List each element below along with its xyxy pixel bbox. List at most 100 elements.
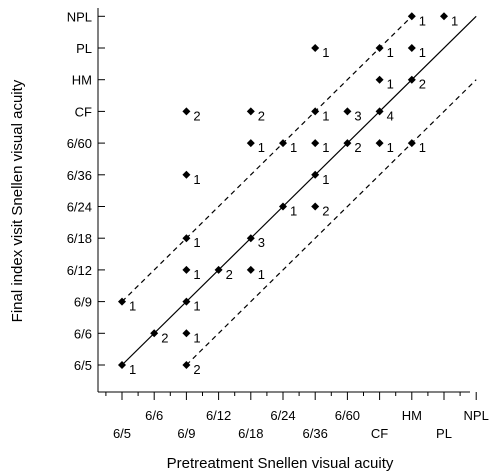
point-count-label: 1 (258, 140, 265, 155)
diamond-marker (407, 139, 416, 148)
point-count-label: 1 (419, 45, 426, 60)
axes (97, 8, 470, 393)
data-point: 2 (182, 361, 201, 377)
data-point: 1 (182, 234, 201, 250)
x-tick-label: 6/60 (335, 408, 360, 423)
x-tick-label: 6/24 (270, 408, 295, 423)
data-point: 2 (343, 139, 362, 155)
dashed-band-line (121, 15, 413, 303)
data-point: 3 (246, 234, 265, 250)
data-point: 2 (214, 265, 233, 282)
y-tick-label: 6/36 (67, 168, 92, 183)
diamond-marker (343, 139, 352, 148)
diamond-marker (440, 12, 448, 21)
data-point: 1 (279, 139, 297, 155)
diamond-marker (214, 265, 223, 274)
data-point: 1 (407, 44, 426, 60)
point-count-label: 2 (161, 330, 168, 345)
data-point: 2 (246, 107, 265, 123)
y-axis-ticks: 6/5 6/6 6/9 6/12 6/18 6/24 6/36 6/60 CF HM PL NPL (67, 9, 105, 373)
diamond-marker (279, 139, 287, 148)
diamond-marker (182, 234, 191, 243)
data-point: 1 (440, 12, 458, 28)
point-count-label: 1 (193, 235, 200, 250)
y-tick-label: 6/6 (74, 326, 92, 341)
data-point: 1 (407, 139, 426, 155)
point-count-label: 3 (258, 235, 265, 250)
point-count-label: 2 (226, 267, 233, 282)
data-point: 1 (311, 139, 329, 155)
point-count-label: 2 (322, 204, 329, 219)
point-count-label: 2 (258, 108, 265, 123)
y-tick-label: 6/24 (67, 200, 92, 215)
x-tick-label: 6/12 (206, 408, 231, 423)
y-tick-label: 6/18 (67, 231, 92, 246)
point-count-label: 1 (290, 204, 297, 219)
y-tick-label: CF (75, 104, 92, 119)
diamond-marker (182, 107, 191, 116)
data-point: 1 (311, 44, 329, 60)
data-point: 1 (279, 202, 297, 219)
data-point: 1 (375, 139, 394, 155)
x-tick-label: 6/18 (238, 426, 263, 441)
point-count-label: 1 (419, 13, 426, 28)
diamond-marker (343, 107, 352, 116)
diamond-marker (375, 75, 384, 84)
diamond-marker (182, 329, 191, 338)
data-point: 1 (375, 44, 394, 60)
x-axis-title: Pretreatment Snellen visual acuity (167, 455, 394, 472)
y-tick-label: 6/9 (74, 295, 92, 310)
diamond-marker (246, 234, 255, 243)
data-point: 2 (182, 107, 201, 123)
y-tick-label: 6/5 (74, 358, 92, 373)
diamond-marker (182, 170, 191, 179)
point-count-label: 1 (258, 267, 265, 282)
point-count-label: 2 (354, 140, 361, 155)
diamond-marker (311, 139, 320, 148)
diamond-marker (279, 202, 287, 211)
data-point: 1 (375, 75, 394, 92)
point-count-label: 1 (193, 267, 200, 282)
point-count-label: 2 (419, 77, 426, 92)
diamond-marker (311, 202, 320, 211)
data-point: 1 (246, 139, 265, 155)
reference-lines (121, 15, 477, 366)
x-tick-label: 6/6 (145, 408, 163, 423)
point-count-label: 3 (354, 108, 361, 123)
diamond-marker (150, 329, 159, 338)
data-point: 1 (118, 297, 136, 314)
diamond-marker (246, 107, 255, 116)
point-count-label: 1 (322, 140, 329, 155)
data-point: 3 (343, 107, 362, 123)
data-point: 1 (182, 265, 201, 282)
diamond-marker (182, 297, 191, 306)
data-point: 2 (311, 202, 329, 219)
diamond-marker (182, 265, 191, 274)
point-count-label: 1 (322, 172, 329, 187)
point-count-label: 1 (419, 140, 426, 155)
y-tick-label: NPL (67, 9, 92, 24)
data-point: 2 (150, 329, 168, 345)
x-axis-ticks: 6/5 6/6 6/9 6/12 6/18 6/24 6/36 6/60 CF HM PL NPL (105, 392, 489, 441)
y-tick-label: 6/12 (67, 263, 92, 278)
point-count-label: 1 (290, 140, 297, 155)
data-point: 1 (118, 361, 136, 377)
diamond-marker (375, 139, 384, 148)
x-tick-label: 6/9 (177, 426, 195, 441)
data-point: 2 (407, 75, 426, 92)
diamond-marker (311, 44, 320, 52)
data-point: 1 (182, 329, 201, 345)
y-tick-label: PL (76, 41, 92, 56)
point-count-label: 1 (129, 362, 136, 377)
diamond-marker (182, 361, 191, 369)
diamond-marker (118, 297, 126, 306)
point-count-label: 1 (387, 140, 394, 155)
x-tick-label: NPL (464, 408, 489, 423)
point-count-label: 1 (451, 13, 458, 28)
data-point: 1 (182, 297, 201, 314)
diamond-marker (407, 75, 416, 84)
diamond-marker (246, 139, 255, 148)
point-count-label: 1 (322, 45, 329, 60)
diamond-marker (407, 44, 416, 52)
